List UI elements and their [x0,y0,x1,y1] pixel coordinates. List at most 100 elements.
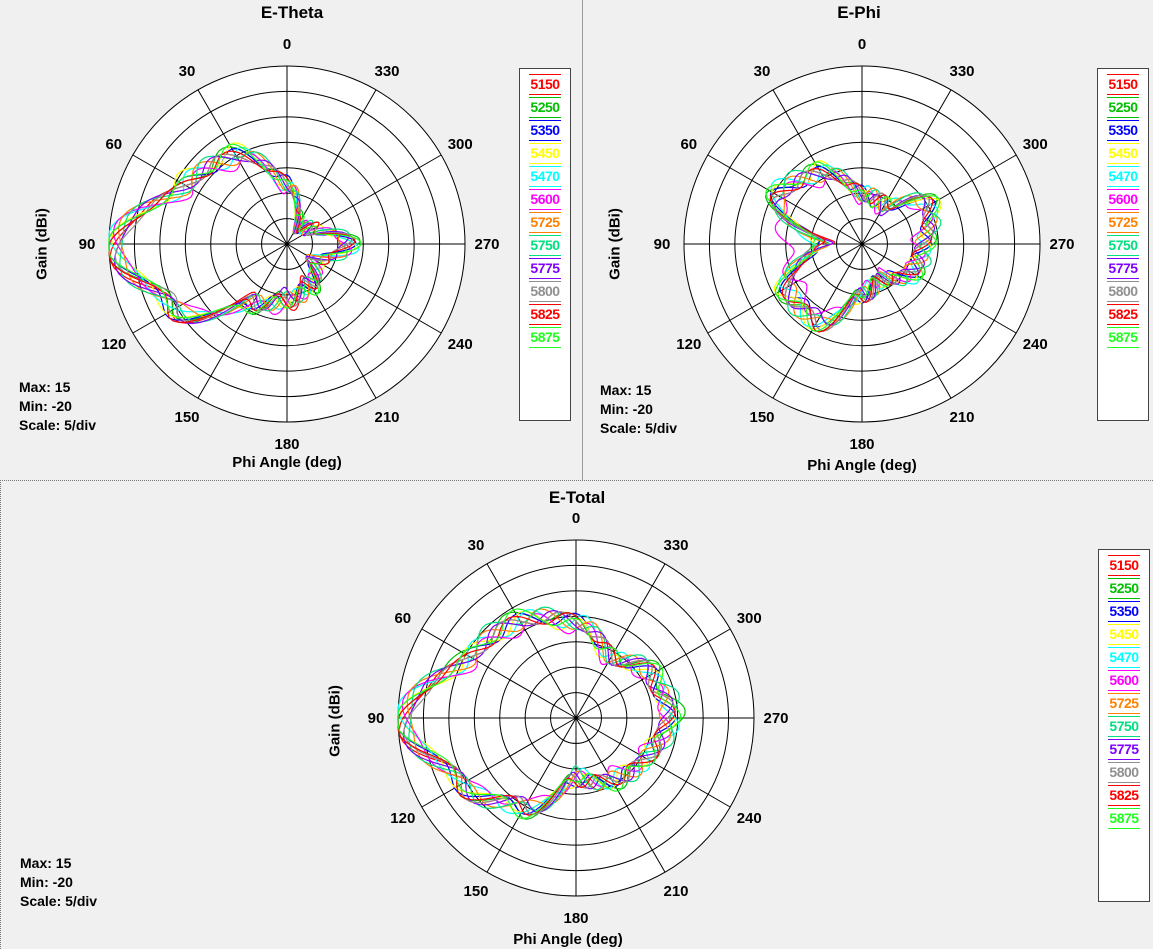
angle-tick-label: 0 [572,510,580,527]
legend-item-5450: 5450 [520,143,570,166]
legend-label: 5725 [1107,212,1139,233]
grid-spoke [486,563,577,719]
legend-label: 5775 [1107,258,1139,279]
legend-label: 5600 [1108,670,1140,691]
scale-info: Max: 15 Min: -20 Scale: 5/div [600,381,677,438]
legend-label: 5470 [1107,166,1139,187]
legend-label: 5750 [1108,716,1140,737]
legend-label: 5775 [529,258,561,279]
angle-tick-label: 210 [949,409,974,426]
legend-label: 5350 [1108,601,1140,622]
legend-item-5450: 5450 [1098,143,1148,166]
series-line-5450 [400,610,677,813]
legend-label: 5725 [1108,693,1140,714]
series-line-5825 [397,612,676,816]
series-line-5800 [770,170,934,332]
series-line-5875 [108,143,362,319]
legend-item-5350: 5350 [1099,601,1149,624]
legend-label: 5750 [1107,235,1139,256]
grid-spoke [421,628,577,719]
legend-item-5800: 5800 [1098,281,1148,304]
legend-label: 5825 [529,304,561,325]
polar-plot-e-total: 0 30 60 90 120 150 180 210 240 270 300 330 [368,510,789,927]
grid-spoke [132,243,288,334]
series-line-5775 [774,171,936,326]
grid-spoke [861,89,952,245]
legend-label: 5825 [1107,304,1139,325]
legend-item-5725: 5725 [1098,212,1148,235]
angle-tick-label: 60 [105,136,122,153]
max-label: Max: 15 [20,855,72,871]
grid-spoke [575,717,666,873]
series-line-5825 [769,167,934,333]
legend-item-5800: 5800 [1099,762,1149,785]
angle-tick-label: 180 [274,436,299,453]
angle-tick-label: 30 [754,63,771,80]
grid-spoke [772,243,863,399]
polar-plot-e-phi: 0 30 60 90 120 150 180 210 240 270 300 330 [654,36,1075,453]
legend-item-5470: 5470 [1099,647,1149,670]
angle-tick-label: 120 [101,336,126,353]
legend-item-5470: 5470 [520,166,570,189]
series-line-5800 [114,153,354,322]
angle-tick-label: 60 [680,136,697,153]
angle-tick-label: 180 [563,910,588,927]
angle-tick-label: 240 [448,336,473,353]
legend-item-5750: 5750 [1098,235,1148,258]
max-label: Max: 15 [19,379,71,395]
legend-label: 5250 [529,97,561,118]
series-line-5750 [774,167,942,327]
legend-label: 5725 [529,212,561,233]
legend-label: 5825 [1108,785,1140,806]
chart-title: E-Phi [837,3,881,22]
angle-tick-label: 30 [468,537,485,554]
grid-spoke [132,154,288,245]
grid-spoke [575,563,666,719]
legend-item-5250: 5250 [520,97,570,120]
legend-item-5600: 5600 [1098,189,1148,212]
legend-label: 5600 [1107,189,1139,210]
legend-item-5875: 5875 [1098,327,1148,350]
legend-item-5725: 5725 [520,212,570,235]
legend-item-5470: 5470 [1098,166,1148,189]
x-axis-label: Phi Angle (deg) [513,931,623,948]
e-phi-panel: E-Phi 0 30 60 90 120 150 180 210 240 270 300 330 Ga… [584,0,1153,480]
grid-spoke [421,717,577,808]
series-line-5600 [401,613,673,805]
series-line-5750 [408,606,680,812]
legend-label: 5750 [529,235,561,256]
legend-label: 5800 [1108,762,1140,783]
legend-item-5800: 5800 [520,281,570,304]
legend-label: 5875 [1108,808,1140,829]
legend-item-5150: 5150 [520,74,570,97]
legend-label: 5450 [529,143,561,164]
angle-tick-label: 300 [737,610,762,627]
polar-plot-e-theta: 0 30 60 90 120 150 180 210 240 270 300 330 [79,36,500,453]
legend-item-5600: 5600 [1099,670,1149,693]
legend-item-5250: 5250 [1098,97,1148,120]
chart-title: E-Total [548,488,606,507]
legend-item-5600: 5600 [520,189,570,212]
angle-tick-label: 90 [79,236,96,253]
grid-spoke [861,243,952,399]
legend-item-5875: 5875 [1099,808,1149,831]
angle-tick-label: 30 [179,63,196,80]
angle-tick-label: 180 [849,436,874,453]
legend-label: 5600 [529,189,561,210]
min-label: Min: -20 [20,874,73,890]
e-total-panel: E-Total Gain (dBi) 0 30 60 90 120 150 180 210 24… [0,480,1153,949]
legend-item-5775: 5775 [1099,739,1149,762]
series-line-5470 [770,164,939,327]
legend-label: 5875 [1107,327,1139,348]
legend-item-5725: 5725 [1099,693,1149,716]
legend-item-5750: 5750 [1099,716,1149,739]
angle-tick-label: 210 [663,883,688,900]
legend-label: 5800 [529,281,561,302]
legend-item-5150: 5150 [1098,74,1148,97]
legend-item-5250: 5250 [1099,578,1149,601]
angle-tick-label: 90 [654,236,671,253]
legend-label: 5470 [1108,647,1140,668]
angle-tick-label: 240 [1023,336,1048,353]
legend-label: 5800 [1107,281,1139,302]
chart-title: E-Theta [260,3,324,22]
